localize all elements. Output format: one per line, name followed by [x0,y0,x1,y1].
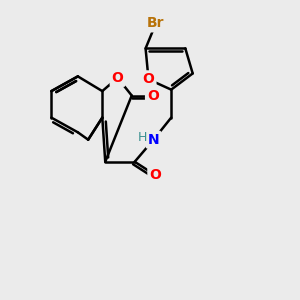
Text: O: O [147,88,159,103]
Text: H: H [138,131,147,144]
Text: N: N [148,133,159,147]
Text: O: O [112,71,124,85]
Text: O: O [142,72,154,86]
Text: Br: Br [147,16,165,30]
Text: O: O [149,168,161,182]
